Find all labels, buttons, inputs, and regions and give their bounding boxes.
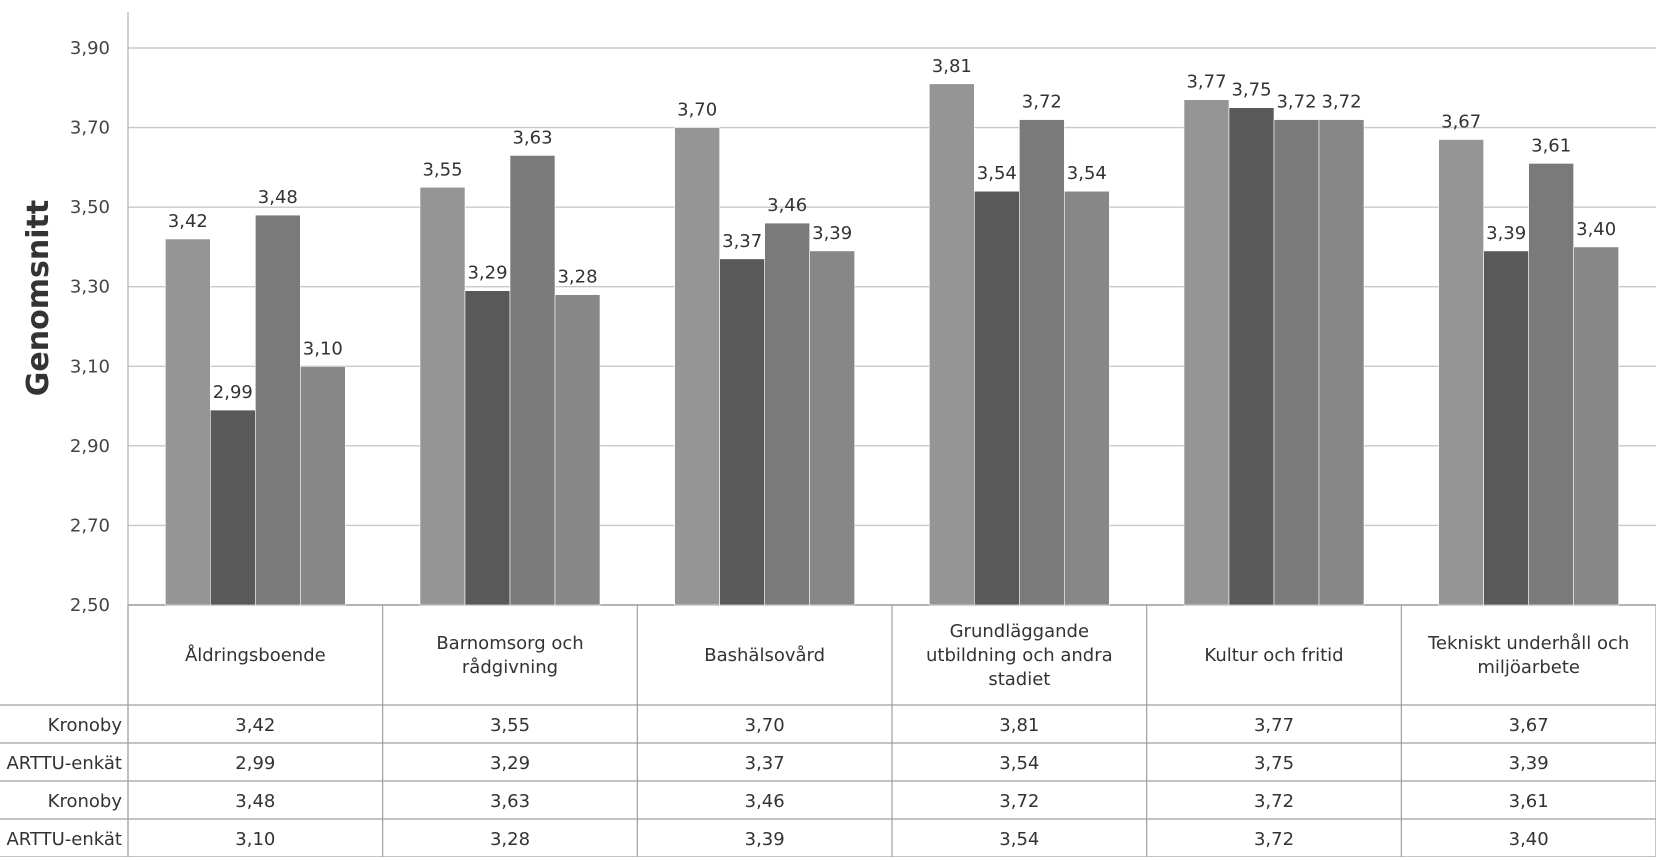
data-label: 3,77 (1186, 72, 1226, 93)
data-label: 3,37 (722, 231, 762, 252)
y-tick-label: 3,10 (70, 356, 110, 377)
data-label: 3,54 (1067, 163, 1107, 184)
data-labels: 3,42 3,55 3,70 3,81 3,77 3,67 2,99 3,29 3,37 3,54… (168, 56, 1616, 403)
bar (509, 155, 556, 606)
bar (674, 127, 720, 606)
data-label: 3,61 (1531, 135, 1571, 156)
table-cell: 3,54 (999, 753, 1039, 774)
bar (1438, 139, 1484, 606)
y-tick-label: 3,30 (70, 277, 110, 298)
category-label: Kultur och fritid (1204, 645, 1343, 666)
table-cell: 3,54 (999, 829, 1039, 850)
table-cell: 3,28 (490, 829, 530, 850)
table-cell: 3,55 (490, 715, 530, 736)
bar (929, 83, 975, 606)
table-cell: 3,67 (1509, 715, 1549, 736)
y-tick-label: 3,70 (70, 118, 110, 139)
table-cell: 3,72 (1254, 791, 1294, 812)
data-label: 3,75 (1231, 80, 1271, 101)
category-label: Grundläggande utbildning och andra stadiet (926, 621, 1113, 690)
y-tick-label: 3,50 (70, 197, 110, 218)
category-label: Tekniskt underhåll och miljöarbete (1427, 633, 1629, 678)
y-axis-title: Genomsnitt (21, 200, 56, 396)
table-cell: 3,39 (745, 829, 785, 850)
bar (809, 250, 855, 606)
data-label: 3,81 (932, 56, 972, 77)
data-label: 3,67 (1441, 112, 1481, 133)
bar (1483, 250, 1529, 606)
data-label: 3,72 (1022, 92, 1062, 113)
bar (1573, 246, 1619, 606)
table-cell: 3,37 (745, 753, 785, 774)
data-label: 3,48 (258, 187, 298, 208)
y-axis: 2,50 2,70 2,90 3,10 3,30 3,50 3,70 3,90 (70, 12, 129, 857)
bar (1273, 119, 1320, 606)
data-table: Åldringsboende Barnomsorg och rådgivning Ba… (0, 605, 1656, 858)
data-label: 3,42 (168, 211, 208, 232)
table-row-label: Kronoby (48, 715, 123, 736)
data-label: 3,55 (422, 159, 462, 180)
table-cell: 3,39 (1509, 753, 1549, 774)
bar (255, 214, 301, 606)
table-cell: 3,72 (999, 791, 1039, 812)
y-tick-label: 2,70 (70, 515, 110, 536)
table-cell: 3,40 (1509, 829, 1549, 850)
bar (554, 294, 601, 606)
data-label: 3,40 (1576, 219, 1616, 240)
bar (1318, 119, 1365, 606)
bar (300, 365, 346, 606)
data-label: 3,72 (1276, 92, 1316, 113)
table-cell: 3,72 (1254, 829, 1294, 850)
gridlines (128, 47, 1656, 606)
data-label: 3,70 (677, 100, 717, 121)
bar (1019, 119, 1065, 606)
data-label: 3,10 (303, 338, 343, 359)
bar (1228, 107, 1275, 606)
bar (974, 190, 1020, 606)
table-cell: 2,99 (235, 753, 275, 774)
bar (764, 222, 810, 606)
data-label: 2,99 (213, 382, 253, 403)
bar (210, 409, 256, 606)
table-cell: 3,77 (1254, 715, 1294, 736)
table-cell: 3,46 (745, 791, 785, 812)
data-label: 3,46 (767, 195, 807, 216)
y-tick-label: 2,50 (70, 595, 110, 616)
y-tick-label: 2,90 (70, 436, 110, 457)
table-cell: 3,29 (490, 753, 530, 774)
table-cell: 3,81 (999, 715, 1039, 736)
table-cell: 3,48 (235, 791, 275, 812)
bar (1183, 99, 1230, 606)
data-label: 3,29 (467, 263, 507, 284)
table-cell: 3,75 (1254, 753, 1294, 774)
data-label: 3,39 (812, 223, 852, 244)
y-tick-label: 3,90 (70, 38, 110, 59)
table-cell: 3,42 (235, 715, 275, 736)
category-label: Barnomsorg och rådgivning (436, 633, 583, 678)
table-row-label: ARTTU-enkät (6, 753, 122, 774)
table-cell: 3,63 (490, 791, 530, 812)
data-label: 3,63 (512, 127, 552, 148)
bar (419, 186, 466, 606)
table-row-label: ARTTU-enkät (6, 829, 122, 850)
data-label: 3,39 (1486, 223, 1526, 244)
bar (165, 238, 211, 606)
category-label: Åldringsboende (185, 644, 326, 666)
table-row-label: Kronoby (48, 791, 123, 812)
table-cell: 3,70 (745, 715, 785, 736)
bar (719, 258, 765, 606)
data-label: 3,54 (977, 163, 1017, 184)
bar (464, 290, 511, 606)
bar (1064, 190, 1110, 606)
table-cell: 3,61 (1509, 791, 1549, 812)
data-label: 3,72 (1321, 92, 1361, 113)
data-label: 3,28 (557, 267, 597, 288)
bar (1528, 163, 1574, 606)
table-cell: 3,10 (235, 829, 275, 850)
category-label: Bashälsovård (704, 645, 825, 666)
bars (165, 83, 1619, 606)
